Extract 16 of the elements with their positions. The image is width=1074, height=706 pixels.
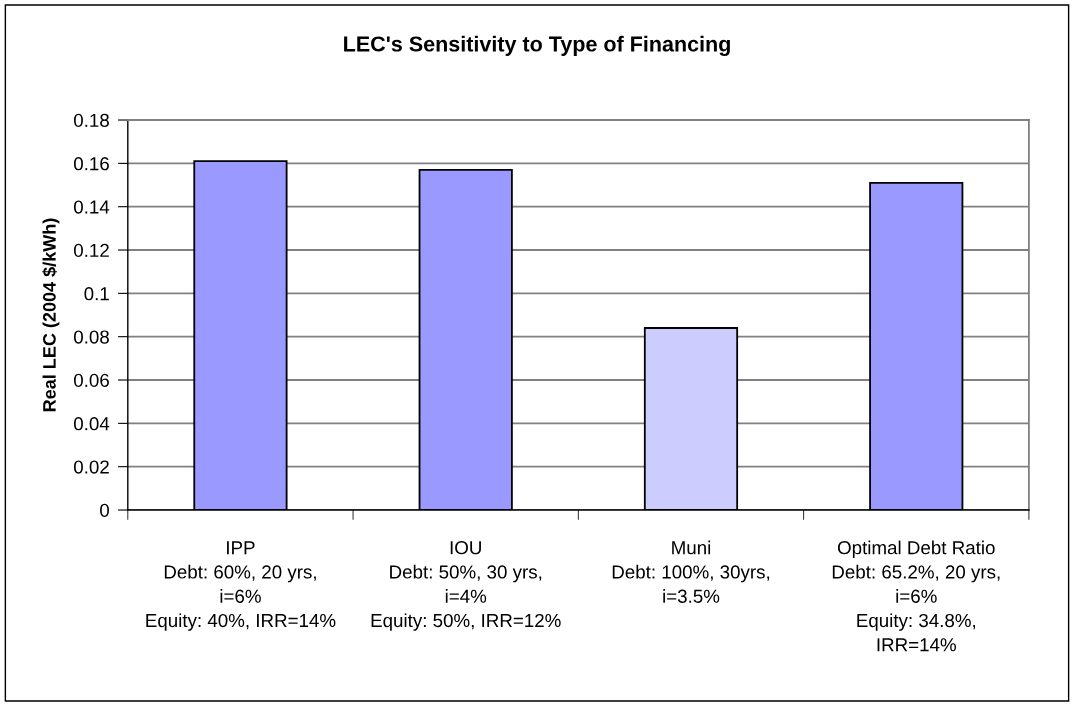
y-tick-label: 0.1 <box>84 287 109 301</box>
y-tick-label: 0.04 <box>73 417 110 431</box>
chart-title: LEC's Sensitivity to Type of Financing <box>344 35 730 56</box>
y-tick-label: 0.16 <box>73 157 109 171</box>
x-tick-label: Muni Debt: 100%, 30yrs, i=3.5% <box>612 540 770 603</box>
y-tick-label: 0.06 <box>73 373 109 387</box>
y-tick-label: 0.12 <box>73 243 109 257</box>
y-tick-label: 0.14 <box>73 200 110 214</box>
y-tick-label: 0.02 <box>73 460 109 474</box>
x-tick-label: IOU Debt: 50%, 30 yrs, i=4% Equity: 50%, IRR=12% <box>371 541 561 631</box>
x-tick-label: Optimal Debt Ratio Debt: 65.2%, 20 yrs, i=6% Equity: 34.8%, IRR=14% <box>832 540 1000 652</box>
y-axis-title: Real LEC (2004 $/kWh) <box>42 218 60 412</box>
y-tick-label: 0.18 <box>73 113 109 127</box>
y-tick-label: 0 <box>100 503 110 517</box>
x-tick-label: IPP Debt: 60%, 20 yrs, i=6% Equity: 40%, IRR=14% <box>146 541 336 631</box>
y-tick-label: 0.08 <box>73 330 109 344</box>
